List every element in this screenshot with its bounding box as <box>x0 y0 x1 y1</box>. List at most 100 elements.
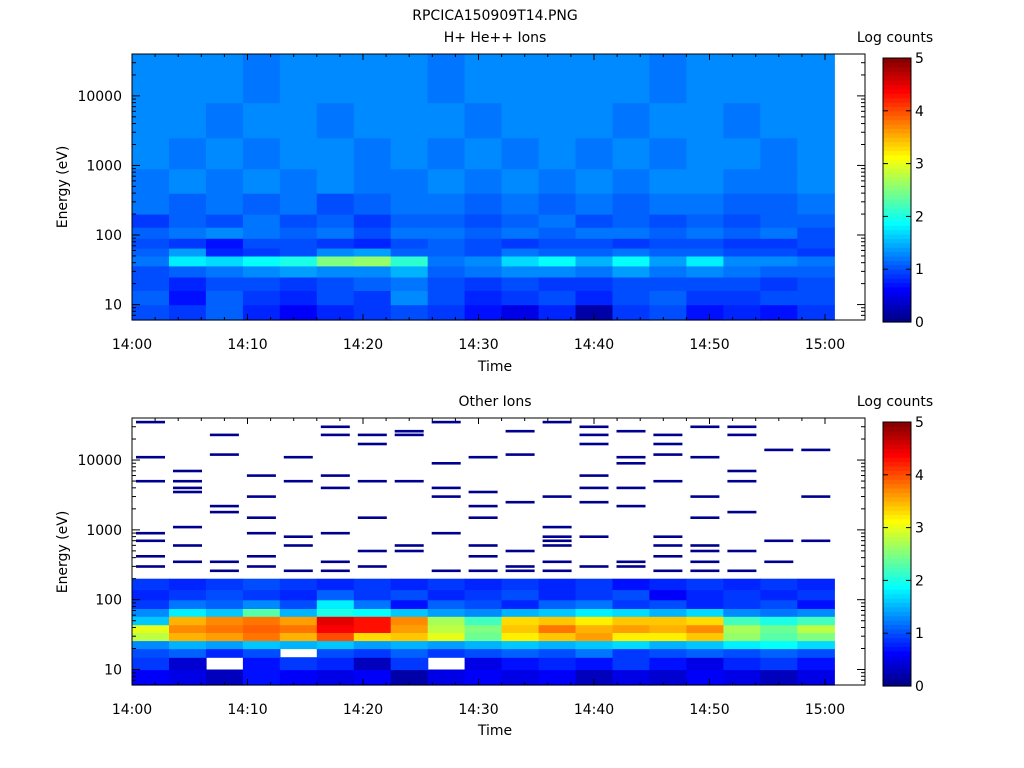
heatmap-cell <box>316 255 355 267</box>
heatmap-cell <box>575 168 614 194</box>
count-line <box>468 504 498 508</box>
colorbar-swatch <box>883 536 911 542</box>
heatmap-cell <box>353 227 392 239</box>
count-line <box>727 569 757 573</box>
heatmap-cell <box>205 648 244 658</box>
heatmap-cell <box>464 102 503 139</box>
heatmap-cell <box>353 657 392 671</box>
heatmap-cell <box>612 599 651 609</box>
count-line <box>173 560 202 564</box>
heatmap-cell <box>427 640 466 650</box>
heatmap-cell <box>575 214 614 228</box>
heatmap-cell <box>205 248 244 257</box>
colorbar-swatch <box>883 466 911 471</box>
heatmap-cell <box>501 669 540 686</box>
heatmap-cell <box>205 54 244 104</box>
heatmap-cell <box>279 304 318 321</box>
count-line <box>468 555 498 558</box>
heatmap-cell <box>760 669 798 686</box>
heatmap-cell <box>353 589 392 601</box>
count-line <box>653 544 683 547</box>
colorbar-tick-label: 2 <box>915 209 924 225</box>
count-line <box>690 516 720 519</box>
heatmap-cell <box>649 304 687 321</box>
colorbar-swatch <box>883 496 911 502</box>
heatmap-cell <box>686 168 724 194</box>
heatmap-cell <box>316 290 355 306</box>
heatmap-cell <box>169 168 207 194</box>
heatmap-cell <box>612 648 651 658</box>
heatmap-cell <box>169 616 207 626</box>
heatmap-cell <box>279 290 318 306</box>
heatmap-cell <box>612 578 651 591</box>
heatmap-cell <box>538 238 577 249</box>
colorbar-swatch <box>883 554 911 559</box>
x-tick-label: 14:30 <box>458 702 498 718</box>
colorbar-tick-label: 3 <box>915 157 924 173</box>
heatmap-cell <box>390 168 429 194</box>
heatmap-cell <box>205 214 244 228</box>
heatmap-cell <box>649 276 687 291</box>
heatmap-cell <box>316 227 355 239</box>
heatmap-cell <box>316 214 355 228</box>
heatmap-cell <box>169 608 207 617</box>
heatmap-cell <box>501 648 540 658</box>
colorbar-tick-label: 0 <box>915 679 924 695</box>
heatmap-cell <box>390 238 429 249</box>
colorbar-swatch <box>883 168 911 173</box>
colorbar-swatch <box>883 598 911 603</box>
heatmap-cell <box>353 214 392 228</box>
heatmap-cell <box>649 214 687 228</box>
heatmap-cell <box>612 238 651 249</box>
heatmap-cell <box>649 54 687 104</box>
heatmap-cell <box>538 168 577 194</box>
heatmap-cell <box>501 137 540 170</box>
heatmap-cell <box>760 578 798 591</box>
heatmap-cell <box>797 290 835 306</box>
heatmap-cell <box>797 238 835 249</box>
count-line <box>690 569 720 573</box>
colorbar-swatch <box>883 62 911 68</box>
heatmap-cell <box>353 578 392 591</box>
colorbar-swatch <box>883 146 911 151</box>
heatmap-cell <box>723 648 761 658</box>
count-line <box>283 569 313 573</box>
count-line <box>505 549 535 553</box>
heatmap-cell <box>797 193 835 215</box>
heatmap-cell <box>797 640 835 650</box>
colorbar: 0 1 2 3 4 5 <box>882 415 924 695</box>
heatmap-cell <box>686 227 724 239</box>
heatmap-cell <box>316 238 355 249</box>
heatmap-cell <box>501 168 540 194</box>
heatmap-cell <box>797 304 835 321</box>
heatmap-cell <box>723 102 761 139</box>
colorbar-swatch <box>883 558 911 564</box>
count-line <box>320 425 350 429</box>
heatmap-cell <box>760 227 798 239</box>
heatmap-cell <box>760 632 798 642</box>
heatmap-cell <box>279 599 318 609</box>
count-line <box>727 469 757 473</box>
heatmap-cell <box>316 657 355 671</box>
heatmap-cell <box>575 304 614 321</box>
count-line <box>136 420 165 424</box>
heatmap-cell <box>279 657 318 671</box>
heatmap-cell <box>797 589 835 601</box>
heatmap-cell <box>723 640 761 650</box>
heatmap-cell <box>279 265 318 278</box>
count-line <box>616 462 646 465</box>
heatmap-cell <box>612 304 651 321</box>
heatmap-cell <box>205 616 244 626</box>
colorbar-swatch <box>883 181 911 187</box>
heatmap-cell <box>427 214 466 228</box>
heatmap-cell <box>316 589 355 601</box>
y-tick-label: 10000 <box>77 89 122 105</box>
colorbar-swatch <box>883 194 911 200</box>
count-line <box>579 442 609 446</box>
colorbar-swatch <box>883 611 911 617</box>
heatmap-cell <box>132 608 170 617</box>
heatmap-cell <box>205 168 244 194</box>
heatmap-cell <box>316 276 355 291</box>
colorbar-swatch <box>883 602 911 608</box>
heatmap-cell <box>390 227 429 239</box>
